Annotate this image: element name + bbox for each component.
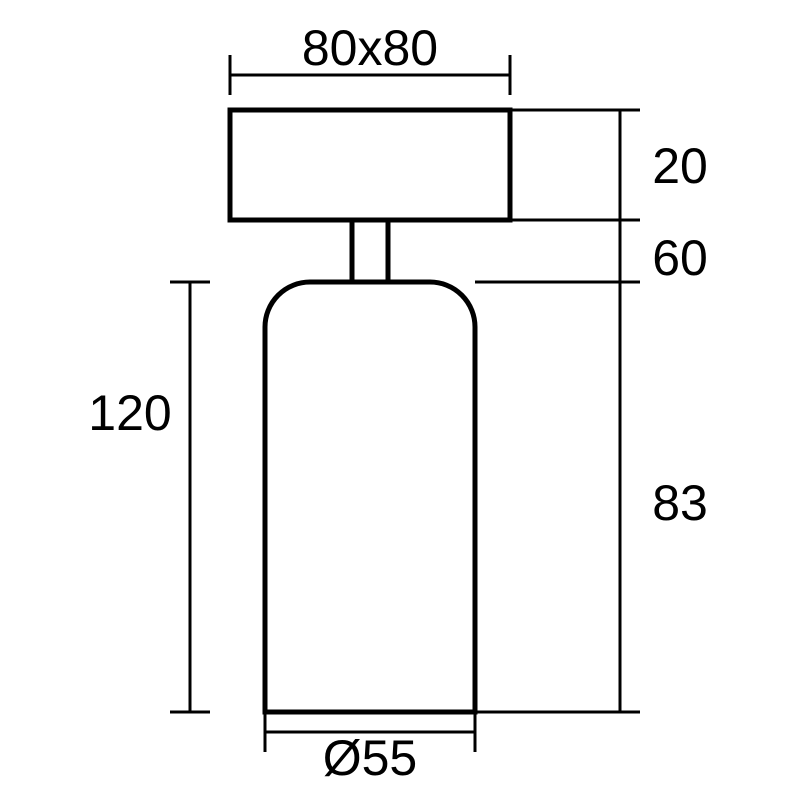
- dim-left-body-height: [170, 282, 210, 712]
- label-bottom-diameter: Ø55: [323, 730, 418, 786]
- base-plate: [230, 110, 510, 220]
- body-cylinder: [265, 282, 475, 712]
- label-neck-height: 60: [652, 230, 708, 286]
- label-top-width: 80x80: [302, 20, 438, 76]
- label-body-height-left: 120: [88, 385, 171, 441]
- label-base-height: 20: [652, 138, 708, 194]
- label-body-height-right: 83: [652, 475, 708, 531]
- technical-drawing: 80x80 20 60 83 120 Ø55: [0, 0, 800, 800]
- neck: [352, 220, 388, 282]
- dim-right-stack: [475, 110, 640, 712]
